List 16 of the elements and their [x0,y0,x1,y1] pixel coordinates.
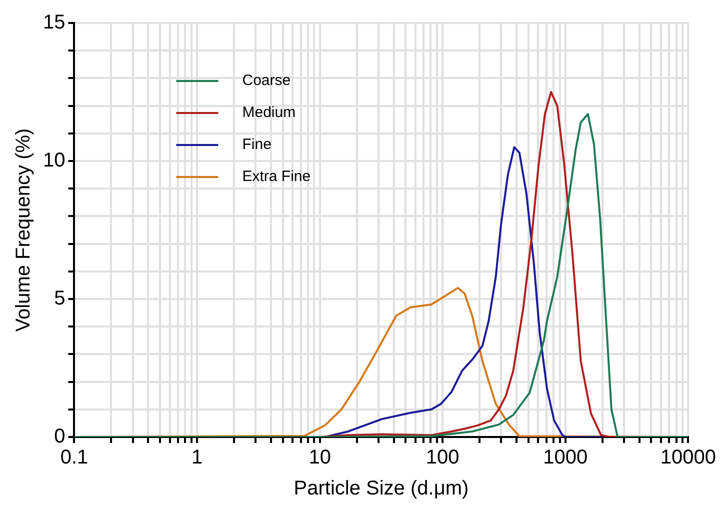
x-tick-label: 10000 [660,446,716,469]
legend-label: Coarse [242,72,291,90]
y-tick-label: 10 [42,150,66,172]
y-axis-title: Volume Frequency (%) [12,128,35,332]
y-tick-label: 15 [42,12,66,34]
x-tick-label: 1 [191,446,203,469]
y-tick-label: 0 [54,426,66,448]
x-tick-label: 0.1 [60,446,88,469]
x-tick-label: 10 [308,446,331,469]
x-tick-label: 1000 [543,446,588,469]
y-tick-label: 5 [54,288,66,310]
legend-label: Medium [242,104,296,122]
x-axis-title: Particle Size (d.μm) [294,478,469,500]
legend-label: Fine [242,136,272,154]
legend-label: Extra Fine [242,168,311,186]
x-tick-label: 100 [426,446,460,469]
